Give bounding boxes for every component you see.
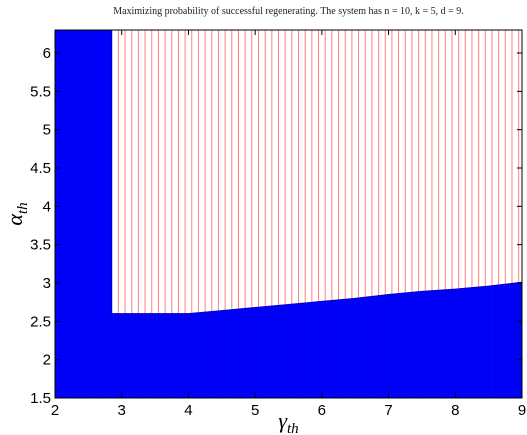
- x-tick-label: 7: [384, 402, 392, 419]
- x-tick-label: 6: [318, 402, 326, 419]
- plot-frame: [54, 29, 523, 399]
- y-tick-label: 5: [43, 122, 51, 139]
- chart-title: Maximizing probability of successful reg…: [113, 6, 464, 17]
- x-tick-label: 3: [118, 402, 126, 419]
- plot-area: [54, 29, 523, 399]
- pink-region: [117, 30, 520, 314]
- axes-frame: [54, 29, 523, 399]
- x-axis-label: γth: [278, 408, 298, 435]
- y-axis-label: αth: [2, 202, 31, 225]
- y-tick-label: 1.5: [30, 390, 51, 407]
- x-tick-label: 8: [451, 402, 459, 419]
- blue-region-texture: [54, 30, 523, 398]
- y-tick-label: 3: [43, 275, 51, 292]
- x-tick-label: 5: [251, 402, 259, 419]
- x-tick-label: 9: [518, 402, 526, 419]
- x-ticks: 2 3 4 5 6 7 8 9: [51, 30, 526, 419]
- y-tick-label: 2: [43, 352, 51, 369]
- y-tick-label: 6: [43, 45, 51, 62]
- y-tick-label: 4.5: [30, 160, 51, 177]
- x-tick-label: 2: [51, 402, 59, 419]
- y-tick-label: 2.5: [30, 313, 51, 330]
- y-tick-label: 5.5: [30, 83, 51, 100]
- y-tick-label: 4: [43, 198, 51, 215]
- y-tick-label: 3.5: [30, 237, 51, 254]
- x-tick-label: 4: [184, 402, 192, 419]
- y-ticks: 1.5 2 2.5 3 3.5 4 4.5 5 5.5 6: [30, 45, 522, 407]
